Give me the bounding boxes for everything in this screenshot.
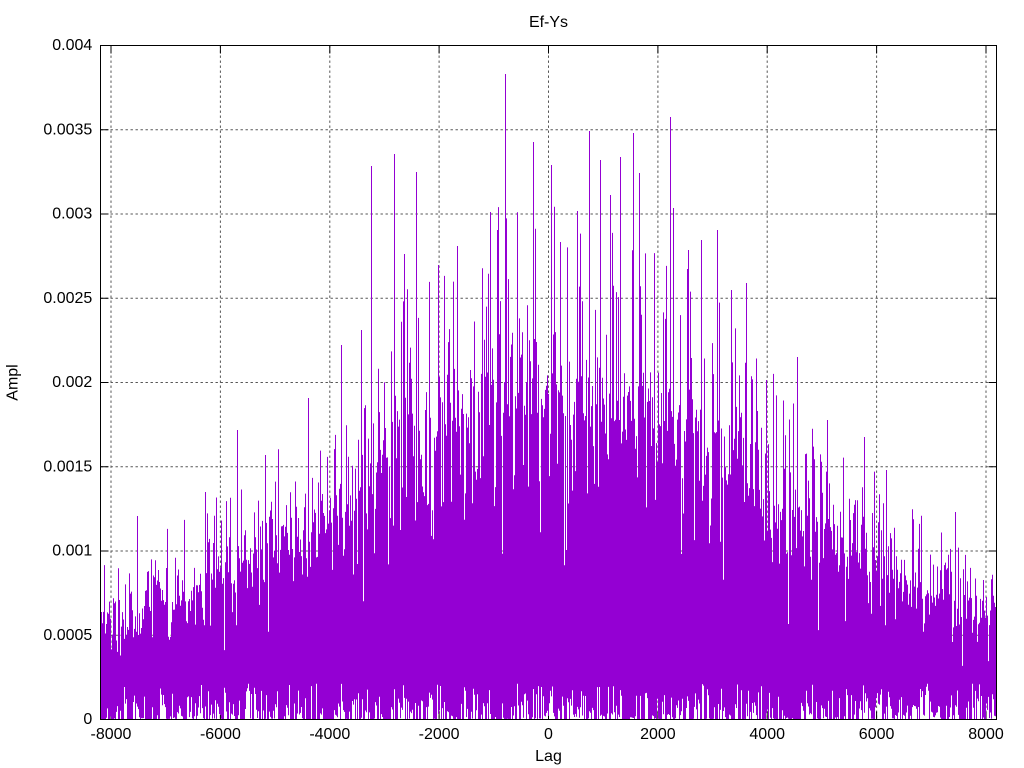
svg-text:-8000: -8000 (91, 726, 132, 743)
svg-text:0: 0 (544, 726, 553, 743)
svg-text:0.0015: 0.0015 (43, 458, 92, 475)
svg-text:Ef-Ys: Ef-Ys (529, 14, 568, 31)
svg-text:4000: 4000 (749, 726, 785, 743)
svg-text:-6000: -6000 (200, 726, 241, 743)
svg-text:0.004: 0.004 (52, 37, 92, 54)
svg-text:8000: 8000 (968, 726, 1004, 743)
svg-text:6000: 6000 (859, 726, 895, 743)
svg-text:0.003: 0.003 (52, 206, 92, 223)
svg-text:0.001: 0.001 (52, 543, 92, 560)
svg-text:0.0005: 0.0005 (43, 627, 92, 644)
svg-text:0.002: 0.002 (52, 374, 92, 391)
svg-text:-2000: -2000 (419, 726, 460, 743)
svg-text:Ampl: Ampl (5, 364, 22, 400)
svg-text:2000: 2000 (640, 726, 676, 743)
svg-text:0.0035: 0.0035 (43, 121, 92, 138)
svg-text:-4000: -4000 (309, 726, 350, 743)
svg-text:0: 0 (83, 711, 92, 728)
svg-text:Lag: Lag (535, 748, 562, 765)
svg-text:0.0025: 0.0025 (43, 290, 92, 307)
